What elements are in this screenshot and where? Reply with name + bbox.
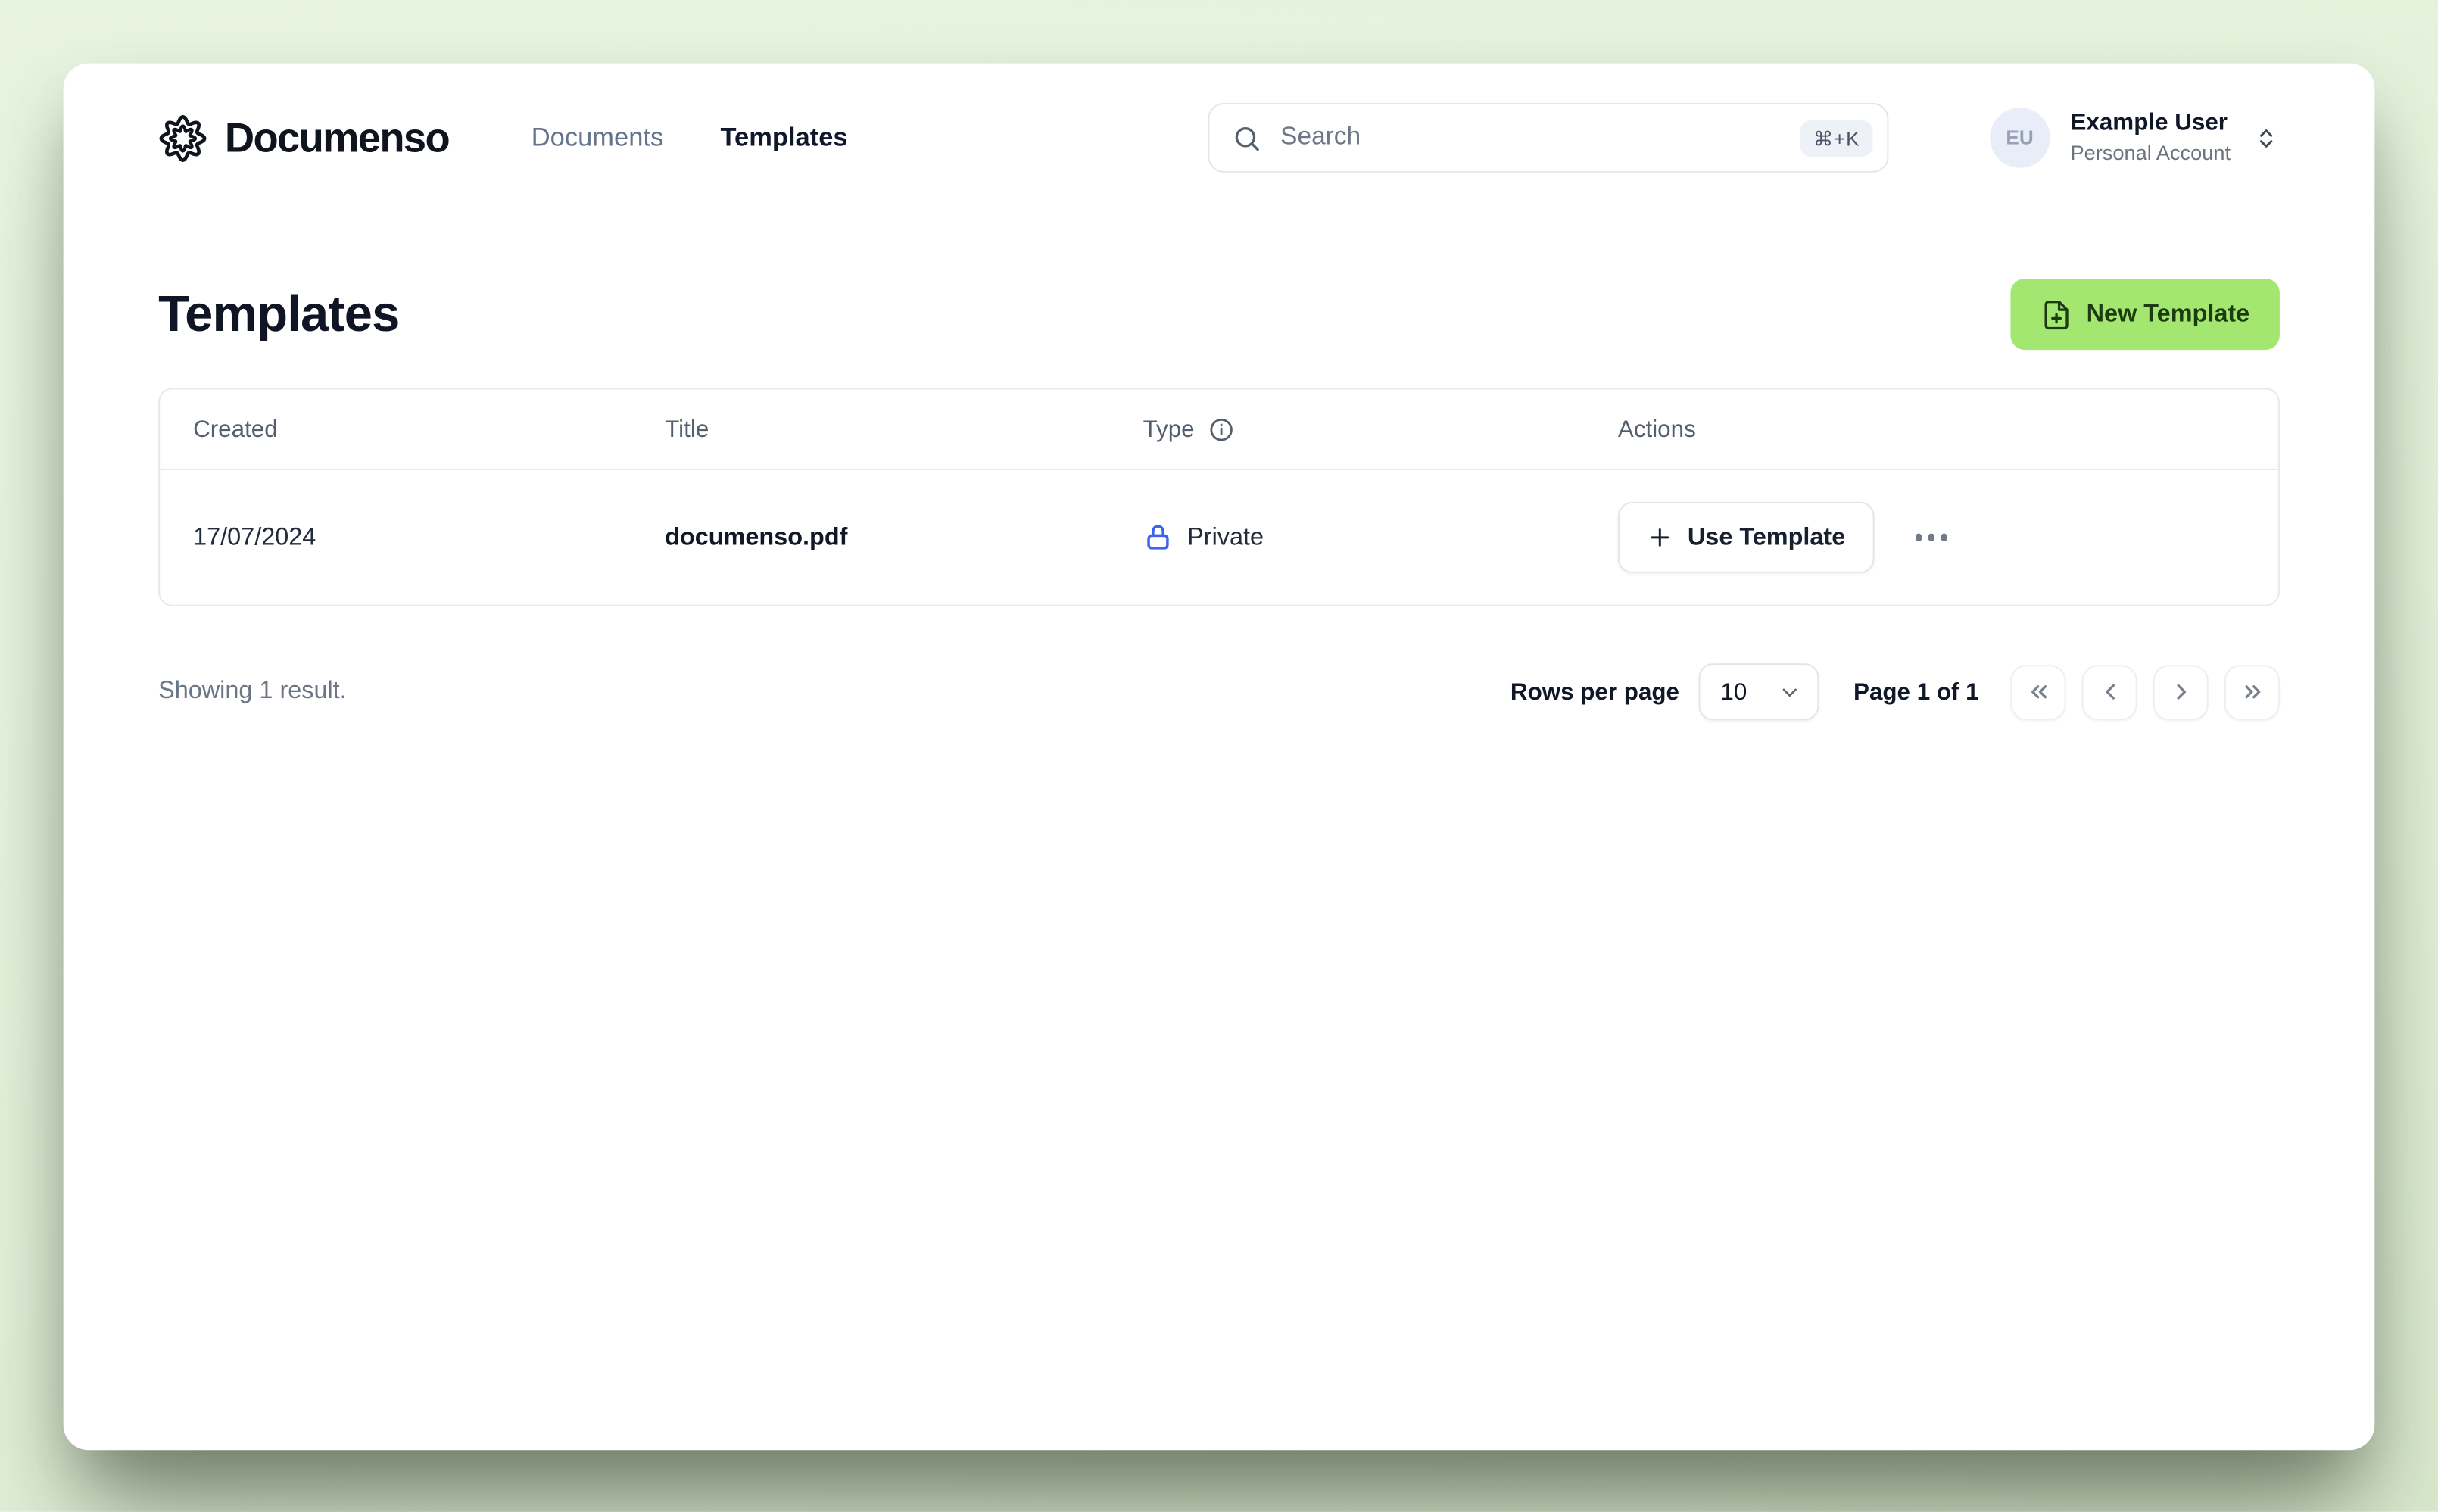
- cell-created: 17/07/2024: [193, 523, 316, 550]
- search-shortcut-badge: ⌘+K: [1800, 119, 1873, 156]
- column-header-type: Type: [1143, 416, 1618, 443]
- search-icon: [1235, 126, 1259, 151]
- chevron-left-icon: [2105, 684, 2114, 700]
- templates-table: Created Title Type Actions: [158, 388, 2280, 606]
- rows-per-page-label: Rows per page: [1510, 678, 1680, 706]
- account-menu-trigger[interactable]: EU Example User Personal Account: [1989, 108, 2280, 168]
- table-row: 17/07/2024 documenso.pdf Private: [160, 470, 2278, 605]
- last-page-button[interactable]: [2224, 664, 2280, 720]
- plus-icon: [1651, 528, 1670, 547]
- column-header-title: Title: [665, 415, 709, 443]
- user-name: Example User: [2070, 109, 2228, 136]
- column-header-created: Created: [193, 415, 278, 443]
- page-title-row: Templates New Template: [158, 278, 2280, 351]
- cell-actions: Use Template: [1617, 501, 2278, 573]
- documenso-logo-icon: [159, 114, 207, 161]
- nav-item-templates[interactable]: Templates: [720, 123, 848, 151]
- chevron-right-icon: [2176, 684, 2185, 700]
- new-template-label: New Template: [2086, 300, 2250, 327]
- type-label: Private: [1187, 523, 1264, 550]
- avatar: EU: [1989, 108, 2050, 168]
- file-plus-icon: [2044, 299, 2069, 329]
- use-template-button[interactable]: Use Template: [1617, 501, 1874, 573]
- cell-title: documenso.pdf: [665, 523, 848, 550]
- chevrons-up-down-icon: [2259, 129, 2273, 147]
- nav-item-documents[interactable]: Documents: [531, 123, 664, 151]
- page-title: Templates: [158, 285, 400, 342]
- app-card: Documenso Documents Templates ⌘+K EU Exa…: [63, 63, 2375, 1451]
- use-template-label: Use Template: [1687, 523, 1846, 550]
- chevrons-left-icon: [2031, 685, 2047, 699]
- info-icon[interactable]: [1207, 416, 1234, 443]
- new-template-button[interactable]: New Template: [2010, 278, 2280, 351]
- user-account-type: Personal Account: [2070, 140, 2231, 164]
- chevrons-right-icon: [2244, 685, 2260, 699]
- ellipsis-icon: [1915, 534, 1922, 541]
- app-header: Documenso Documents Templates ⌘+K EU Exa…: [64, 64, 2375, 213]
- pager: [2010, 664, 2280, 720]
- search-box[interactable]: ⌘+K: [1207, 102, 1889, 173]
- results-summary: Showing 1 result.: [158, 677, 347, 705]
- column-header-actions: Actions: [1617, 415, 1696, 443]
- brand-name: Documenso: [224, 113, 450, 161]
- user-meta: Example User Personal Account: [2071, 109, 2231, 166]
- next-page-button[interactable]: [2153, 664, 2209, 720]
- previous-page-button[interactable]: [2081, 664, 2137, 720]
- rows-per-page-value: 10: [1720, 678, 1747, 706]
- table-header-row: Created Title Type Actions: [160, 389, 2278, 470]
- pagination-controls: Rows per page 10 Page 1 of 1: [1510, 663, 2280, 721]
- table-footer: Showing 1 result. Rows per page 10 Page …: [158, 663, 2280, 721]
- rows-per-page-select[interactable]: 10: [1698, 663, 1819, 721]
- main-content: Templates New Template Created Title: [64, 278, 2375, 721]
- page-indicator: Page 1 of 1: [1853, 678, 1979, 706]
- first-page-button[interactable]: [2010, 664, 2066, 720]
- chevron-down-icon: [1782, 687, 1797, 696]
- brand-home-link[interactable]: Documenso: [158, 113, 450, 162]
- lock-icon: [1147, 525, 1169, 550]
- cell-type: Private: [1143, 522, 1618, 553]
- main-nav: Documents Templates: [532, 123, 848, 153]
- search-input[interactable]: [1277, 121, 1785, 154]
- row-menu-button[interactable]: [1906, 521, 1957, 553]
